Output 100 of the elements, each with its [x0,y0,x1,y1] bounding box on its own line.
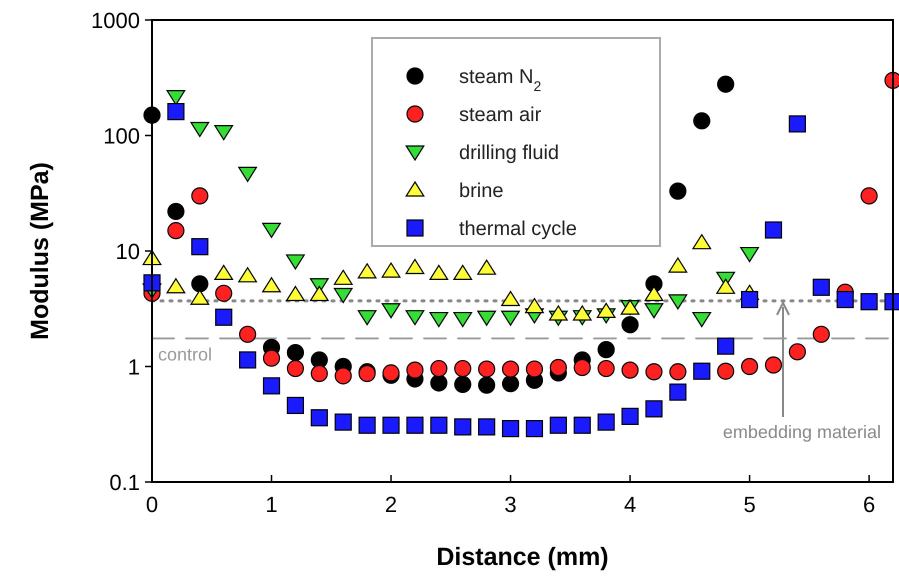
point [334,270,353,285]
point [598,414,615,431]
point [526,420,544,438]
point [430,360,448,378]
point [190,122,210,138]
point [166,278,186,294]
point [190,290,210,305]
point [406,310,424,326]
point [812,278,830,296]
x-axis-title: Distance (mm) [436,543,609,571]
point [502,420,520,438]
point [788,115,806,133]
point [669,363,686,380]
point [621,408,639,425]
point [167,222,185,240]
point [286,360,304,378]
point [717,338,734,355]
point [191,238,208,256]
y-tick-label: 1 [128,354,140,380]
point [239,326,256,343]
point [239,351,256,369]
point [453,312,472,328]
point [215,308,232,326]
point [550,416,567,434]
point [453,264,472,280]
point [478,418,496,436]
point [668,294,688,310]
ref-line-label: control [158,344,212,364]
point [692,234,712,250]
point [550,358,567,376]
point [621,316,639,334]
point [574,358,591,376]
x-tick-label: 5 [743,492,756,517]
point [478,376,496,394]
point [310,286,329,302]
y-axis-title: Modulus (MPa) [26,162,54,340]
point [310,409,328,426]
point [526,360,544,378]
point [286,396,304,414]
y-tick-label: 10 [116,239,140,264]
point [669,182,686,200]
point [645,363,663,380]
point [693,112,710,130]
point [788,343,806,360]
x-tick-label: 1 [265,492,278,517]
x-tick-label: 0 [146,492,158,517]
x-tick-label: 2 [384,492,398,517]
point [238,166,258,182]
point [596,302,616,318]
x-tick-label: 6 [862,492,876,517]
point [812,326,830,343]
ref-line-label: embedding material [722,422,881,442]
point [644,303,664,318]
point [764,356,782,374]
point [358,416,376,434]
point [645,400,663,418]
point [262,277,281,292]
point [262,377,280,394]
point [406,362,424,379]
point [502,360,520,378]
point [214,125,234,140]
point [692,312,712,328]
legend-label: steam N$_{2}$ [459,66,542,94]
point [644,286,664,302]
point [548,305,568,321]
point [717,76,734,93]
point [454,360,472,378]
legend-label: drilling fluid [459,142,560,164]
point [740,358,758,376]
point [860,187,878,204]
point [860,293,878,310]
point [693,362,710,380]
legend-label: thermal cycle [459,218,577,240]
point [167,103,185,120]
y-tick-label: 100 [103,124,140,148]
point [668,258,688,273]
point [286,254,305,270]
point [572,305,592,321]
point [478,360,496,378]
point [382,303,400,318]
point [167,202,185,220]
point [238,267,258,282]
point [477,310,496,326]
point [358,310,377,326]
point [740,246,759,262]
point [286,344,304,362]
legend-label: brine [459,180,504,202]
point [262,350,280,367]
point [454,376,472,393]
x-tick-label: 3 [504,492,517,517]
x-tick-label: 4 [624,492,636,517]
point [836,290,854,308]
point [598,341,615,358]
point [191,275,208,292]
point [262,222,281,238]
point [621,362,639,379]
point [477,260,496,275]
point [501,290,520,306]
point [429,264,448,280]
point [717,362,734,380]
